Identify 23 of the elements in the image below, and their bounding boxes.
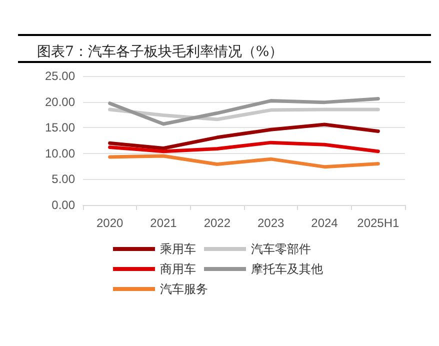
x-tick-label: 2022 (204, 216, 231, 230)
y-tick-label: 25.00 (44, 69, 76, 83)
legend-label: 商用车 (160, 262, 196, 276)
y-tick-label: 5.00 (52, 172, 76, 186)
line-series (108, 108, 380, 122)
chart-title: 图表7：汽车各子板块毛利率情况（%） (37, 44, 284, 60)
line-series (108, 96, 380, 126)
x-tick-label: 2024 (311, 216, 338, 230)
y-tick-label: 0.00 (52, 198, 76, 212)
y-tick-label: 15.00 (44, 120, 76, 135)
legend-label: 摩托车及其他 (251, 262, 323, 276)
x-tick-label: 2023 (257, 216, 285, 230)
legend-label: 乘用车 (160, 242, 196, 256)
x-tick-label: 2025H1 (357, 216, 400, 230)
x-tick-label: 2020 (96, 216, 124, 230)
line-series (108, 140, 380, 154)
legend-label: 汽车零部件 (251, 242, 311, 256)
legend-label: 汽车服务 (160, 282, 208, 296)
y-tick-label: 20.00 (44, 94, 76, 109)
x-tick-label: 2021 (150, 216, 178, 230)
y-tick-label: 10.00 (44, 146, 76, 160)
line-series (108, 154, 380, 169)
line-series (108, 122, 380, 150)
